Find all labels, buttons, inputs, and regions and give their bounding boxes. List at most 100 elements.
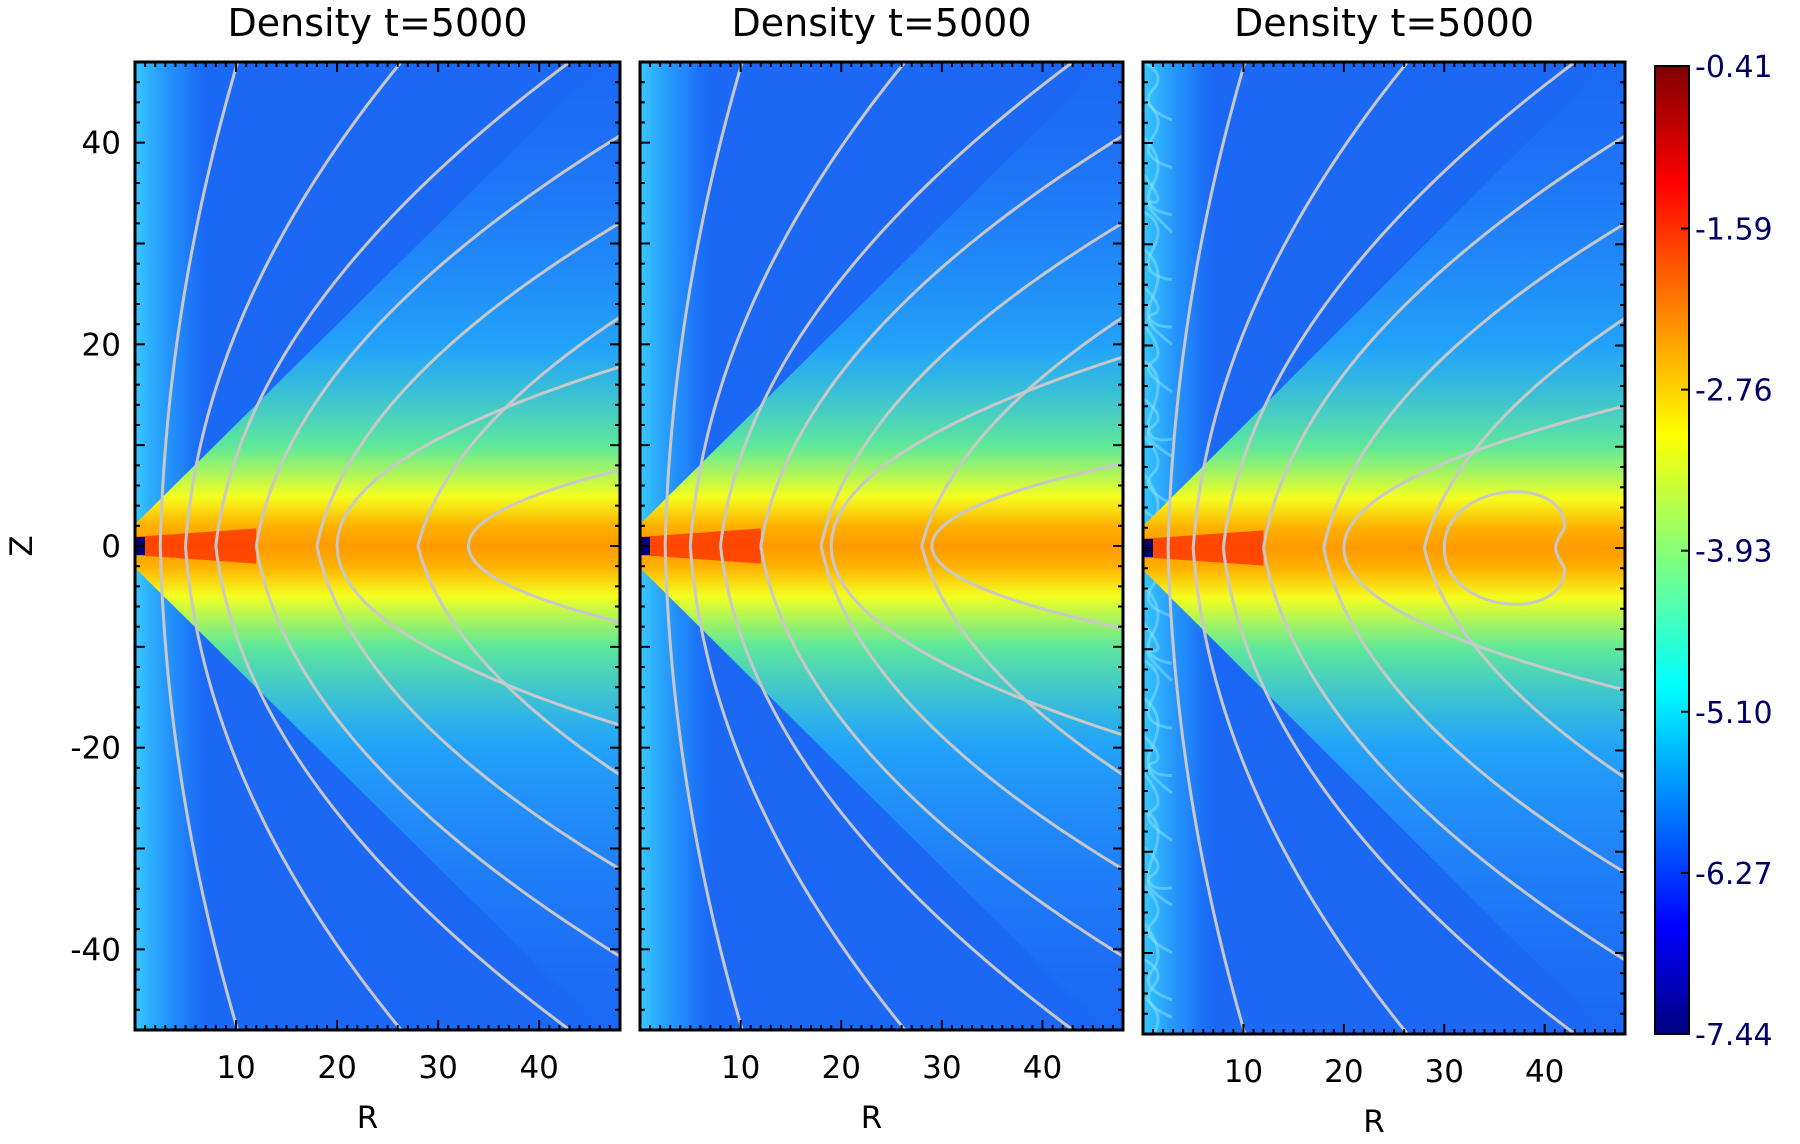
y-tick-label: 20	[82, 327, 121, 363]
field-line	[254, 545, 620, 959]
colorbar-tick-label: -3.93	[1695, 535, 1773, 570]
turbulent-streak	[1143, 920, 1173, 1002]
inner-density-contour	[1442, 490, 1567, 606]
x-tick-label: 40	[1023, 1050, 1062, 1086]
y-tick-label: -40	[70, 932, 121, 968]
field-line	[1191, 62, 1409, 549]
y-axis-label: Z	[4, 535, 40, 556]
field-line	[688, 545, 907, 1030]
colorbar-tick-label: -7.44	[1695, 1018, 1773, 1053]
x-tick-label: 30	[418, 1050, 457, 1086]
turbulent-streak	[1143, 434, 1173, 506]
field-line	[920, 545, 1123, 777]
field-line	[688, 62, 907, 547]
field-line	[184, 62, 403, 547]
turbulent-streak	[1143, 98, 1173, 169]
colorbar-tick-label: -1.59	[1695, 212, 1773, 247]
field-line	[920, 315, 1123, 547]
x-tick-label: 30	[922, 1050, 961, 1086]
field-line	[1322, 221, 1625, 549]
x-tick-label: 20	[1324, 1054, 1363, 1090]
field-line	[1166, 62, 1247, 549]
x-tick-label: 40	[1525, 1054, 1564, 1090]
inner-disk-hot	[1143, 530, 1264, 566]
field-line	[1221, 547, 1576, 1034]
panel-title: Density t=5000	[732, 1, 1032, 45]
field-line	[1422, 547, 1625, 780]
x-tick-label: 10	[1224, 1054, 1263, 1090]
field-line	[759, 133, 1123, 547]
x-axis-label: R	[861, 1100, 883, 1136]
colorbar-tick-label: -0.41	[1695, 50, 1773, 85]
turbulent-streak	[1143, 621, 1173, 682]
field-line	[158, 545, 240, 1030]
field-line	[719, 62, 1074, 547]
x-tick-label: 20	[822, 1050, 861, 1086]
colorbar-tick-label: -5.10	[1695, 696, 1773, 731]
density-contour	[1342, 404, 1625, 692]
field-line	[1262, 134, 1625, 549]
y-tick-label: -20	[70, 731, 121, 767]
field-line	[416, 315, 620, 547]
field-line	[1191, 547, 1409, 1034]
field-line	[719, 545, 1074, 1030]
turbulent-streak	[1143, 285, 1173, 346]
turbulent-streak	[1143, 957, 1173, 1019]
field-line	[315, 221, 620, 547]
turbulent-streak	[1143, 883, 1173, 954]
turbulent-streak	[1143, 135, 1173, 217]
x-axis-label: R	[357, 1100, 379, 1136]
x-tick-label: 30	[1425, 1054, 1464, 1090]
turbulent-streak	[1143, 359, 1173, 442]
field-line	[158, 62, 240, 547]
field-line	[1262, 547, 1625, 962]
turbulent-streak	[1143, 771, 1173, 842]
turbulent-streak	[1143, 733, 1173, 795]
x-tick-label: 10	[721, 1050, 760, 1086]
turbulent-streak	[1143, 173, 1173, 234]
field-line	[819, 545, 1123, 871]
field-line	[819, 221, 1123, 547]
inner-disk-hot	[640, 528, 761, 564]
x-axis-label: R	[1363, 1104, 1385, 1140]
colorbar-tick-label: -2.76	[1695, 374, 1773, 409]
turbulent-streak	[1143, 995, 1160, 1034]
turbulent-streak	[1143, 658, 1173, 730]
turbulent-streak	[1143, 62, 1173, 122]
field-line	[315, 545, 620, 871]
y-tick-label: 0	[101, 529, 121, 565]
turbulent-streak	[1143, 322, 1173, 393]
y-tick-label: 40	[82, 126, 121, 162]
density-panel-3: Density t=5000 10 20 30 40 R	[1141, 1, 1627, 1140]
turbulent-streak	[1143, 210, 1173, 282]
colorbar-tick-label: -6.27	[1695, 857, 1773, 892]
density-contour	[829, 355, 1123, 737]
turbulent-streak	[1143, 696, 1172, 778]
density-contour	[335, 365, 620, 727]
field-line	[1221, 62, 1576, 549]
turbulent-streak	[1143, 584, 1173, 665]
field-line	[254, 133, 620, 547]
x-tick-label: 20	[317, 1050, 356, 1086]
field-line	[184, 545, 403, 1030]
density-contour	[466, 468, 620, 624]
density-panel-1: Density t=5000 10 20 30 40 R 40 20 0 -20 -40 Z	[4, 1, 622, 1136]
density-contour	[930, 462, 1123, 630]
turbulent-streak	[1143, 247, 1172, 329]
field-line	[1422, 316, 1625, 549]
density-panel-2: Density t=5000 10 20 30 40 R	[638, 1, 1125, 1136]
field-line	[663, 62, 744, 547]
x-tick-label: 40	[519, 1050, 558, 1086]
turbulent-streak	[1143, 808, 1173, 891]
x-tick-label: 10	[216, 1050, 255, 1086]
turbulent-streak	[1143, 845, 1173, 907]
field-line	[663, 545, 744, 1030]
field-line	[759, 545, 1123, 959]
field-line	[214, 62, 571, 547]
field-line	[1322, 547, 1625, 875]
colorbar: -0.41 -1.59 -2.76 -3.93 -5.10 -6.27 -7.44	[1654, 50, 1773, 1053]
field-line	[1166, 547, 1247, 1034]
field-line	[416, 545, 620, 777]
turbulent-streak	[1143, 397, 1173, 458]
